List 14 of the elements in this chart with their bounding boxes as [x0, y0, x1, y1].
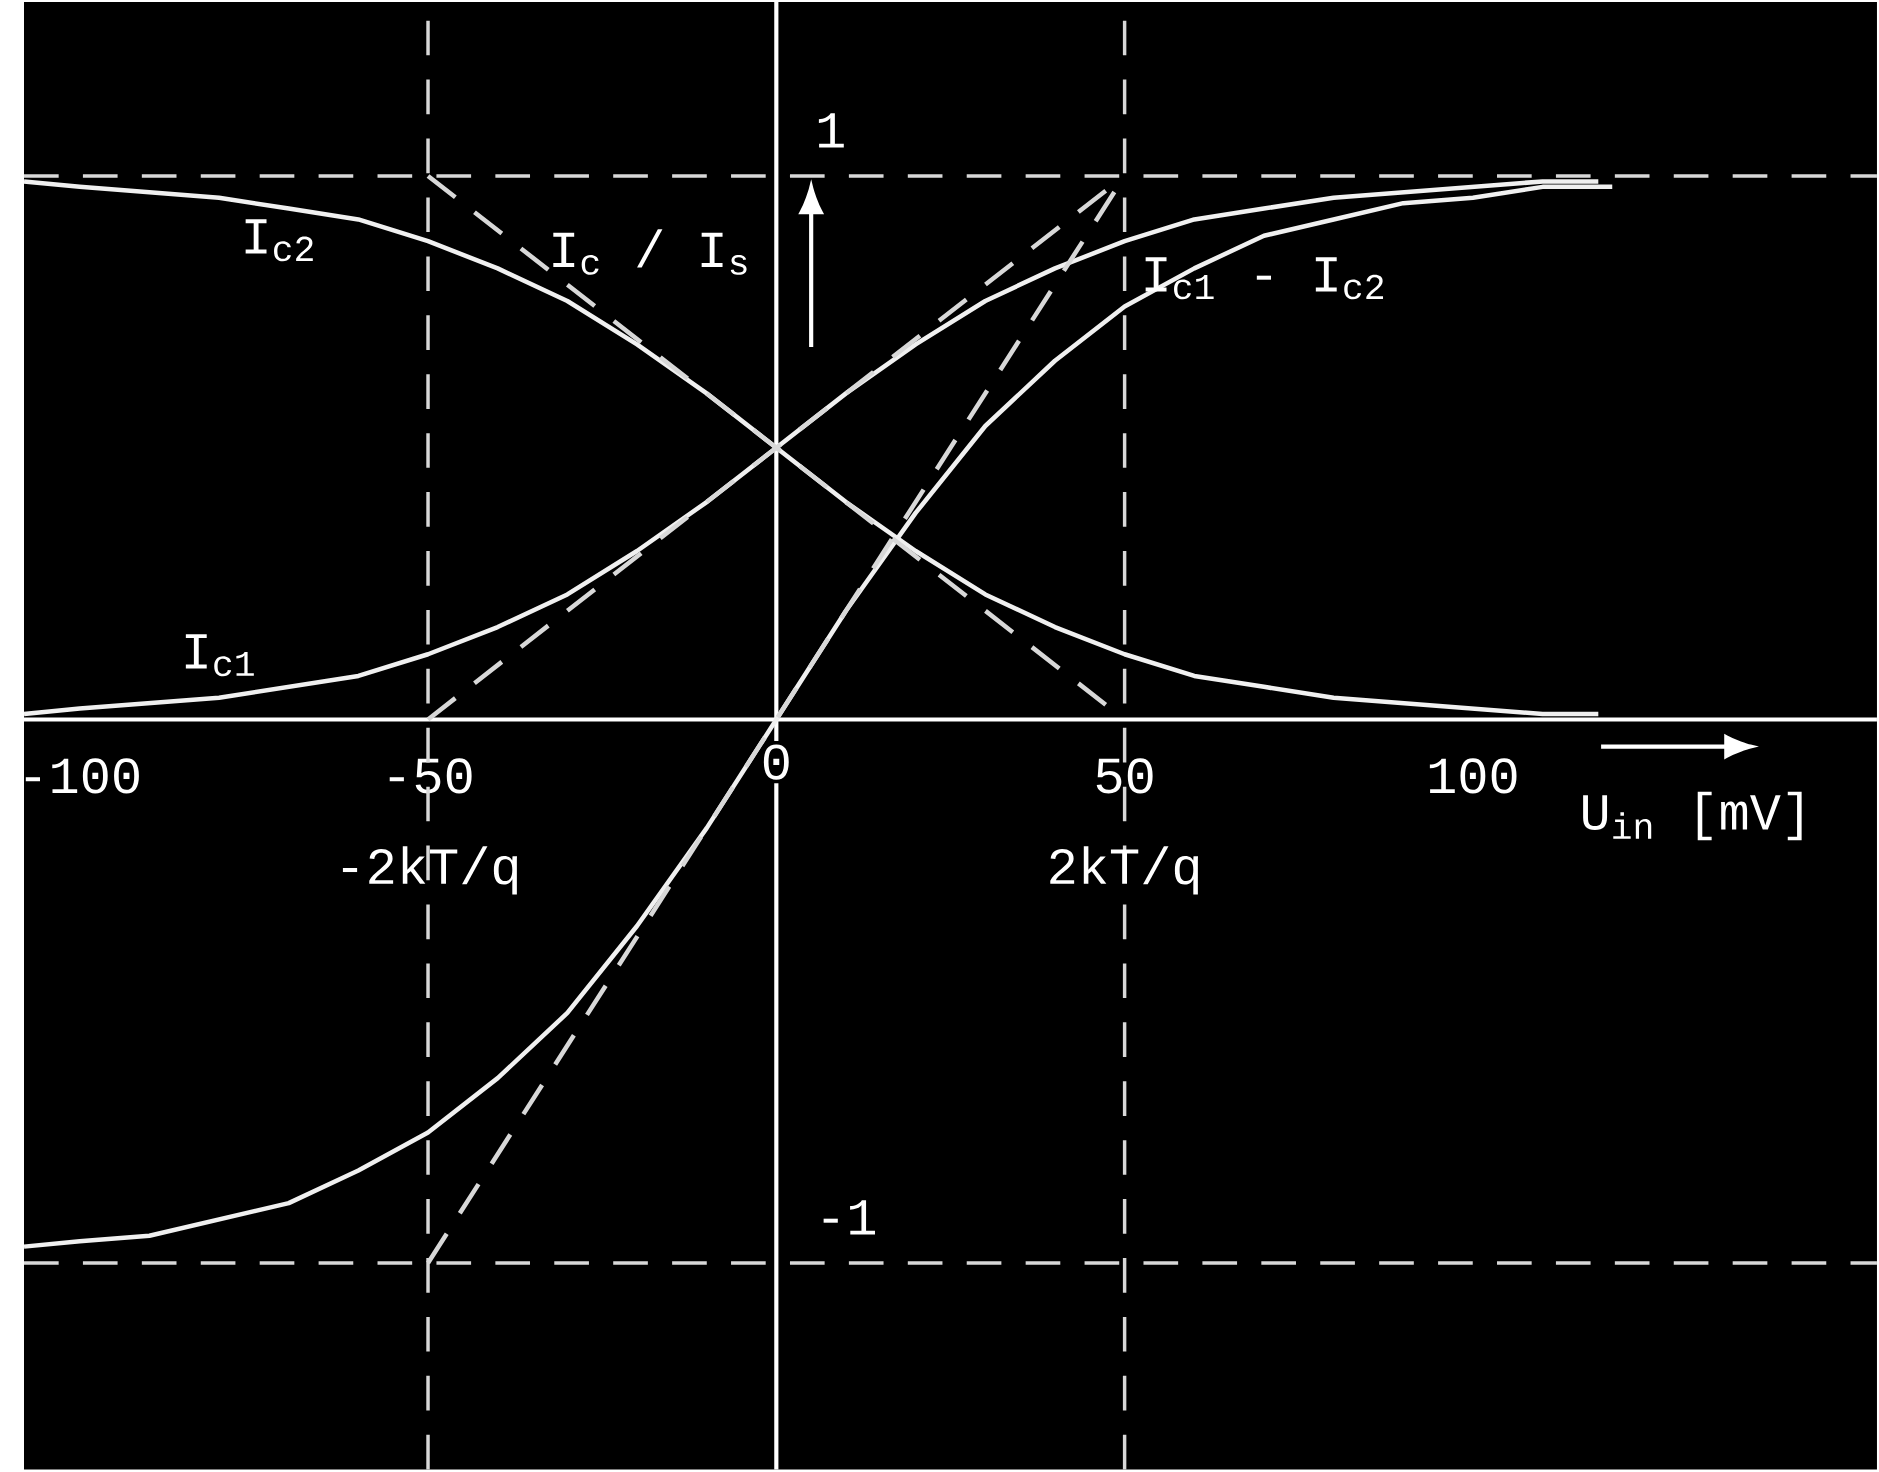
- series-label: I$_{c1}$: [185, 634, 254, 677]
- x-tick-label: -50: [389, 758, 472, 794]
- y-tick-label: -1: [823, 1200, 875, 1235]
- series-label: I$_{c1}$ - I$_{c2}$: [1145, 257, 1384, 300]
- y-axis-title: I$_{c}$ / I$_{s}$: [553, 229, 747, 276]
- y-tick-label: 1: [818, 113, 844, 148]
- annotation: 2kT/q: [1050, 846, 1199, 895]
- annotation: -2kT/q: [342, 846, 518, 895]
- x-tick-label: -100: [25, 758, 139, 794]
- series-label: I$_{c2}$: [245, 219, 313, 262]
- x-tick-label: 100: [1429, 758, 1517, 794]
- x-tick-label: 0: [763, 744, 789, 780]
- text: U$_{in}$ [mV]: [1583, 792, 1802, 841]
- x-tick-label: 50: [1096, 758, 1153, 794]
